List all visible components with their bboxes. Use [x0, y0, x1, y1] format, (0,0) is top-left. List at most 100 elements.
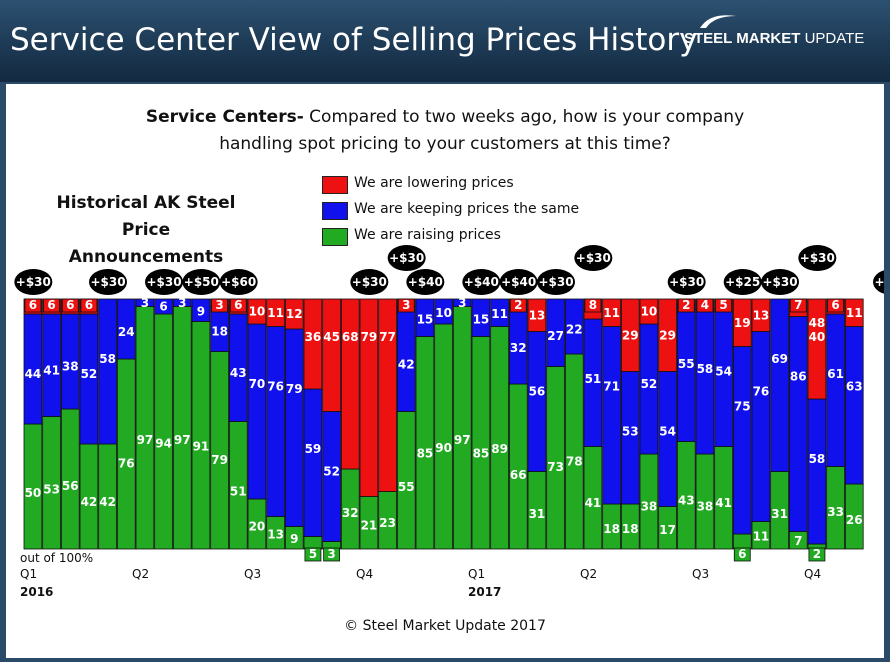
- value-label-green-15: 5: [309, 547, 317, 561]
- bar-blue-31: [602, 326, 621, 505]
- question-line2: handling spot pricing to your customers …: [219, 134, 671, 154]
- legend-label-same: We are keeping prices the same: [354, 201, 580, 217]
- value-label-green-28: 73: [547, 460, 564, 474]
- bar-blue-23: [452, 298, 472, 307]
- value-label-blue-9: 9: [197, 304, 205, 318]
- bar-blue-12: [247, 323, 267, 500]
- copyright: © Steel Market Update 2017: [344, 618, 546, 634]
- announcement-bubble-9: [499, 269, 538, 295]
- value-label-red-19: 77: [379, 330, 396, 344]
- value-label-green-31: 18: [603, 522, 620, 536]
- value-label-green-43: 33: [827, 505, 844, 519]
- bar-red-42: [807, 298, 827, 400]
- legend-item-same: We are keeping prices the same: [322, 200, 622, 226]
- value-label-red-3: 6: [85, 298, 93, 312]
- quarter-tick-2: Q3: [244, 567, 261, 581]
- bar-blue-14: [284, 328, 304, 527]
- bar-green-8: [172, 306, 192, 550]
- value-label-green-25: 89: [491, 442, 508, 456]
- bar-red-34: [658, 298, 677, 372]
- value-label-red-34: 29: [659, 328, 676, 342]
- value-label-blue-43: 61: [827, 367, 844, 381]
- value-label-blue-28: 27: [547, 329, 564, 343]
- value-label-green-27: 31: [529, 507, 546, 521]
- bar-red-15: [303, 298, 323, 390]
- quarter-tick-3: Q4: [356, 567, 373, 581]
- value-label-blue-29: 22: [566, 322, 583, 336]
- value-label-blue-11: 43: [230, 366, 247, 380]
- value-label-blue-22: 10: [435, 306, 452, 320]
- header-bar: Service Center View of Selling Prices Hi…: [0, 0, 890, 82]
- announcement-label-5: +$30: [352, 275, 387, 289]
- bar-green-24: [471, 336, 491, 550]
- value-label-blue-42: 58: [809, 452, 826, 466]
- smu-logo: STEEL MARKET UPDATE: [684, 15, 884, 58]
- value-label-blue-39: 76: [753, 385, 770, 399]
- value-label-blue-21: 15: [417, 313, 434, 327]
- bar-blue-22: [434, 298, 453, 325]
- bar-green-6: [135, 306, 155, 550]
- announcement-bubble-7: [406, 269, 445, 295]
- value-label-red-14: 12: [286, 307, 303, 321]
- value-label-red-30: 8: [589, 298, 597, 312]
- legend-swatch-red: [322, 176, 348, 194]
- bar-blue-24: [471, 298, 491, 337]
- value-label-green-41: 7: [794, 534, 802, 548]
- value-label-green-21: 85: [417, 446, 434, 460]
- bar-red-18: [359, 298, 379, 497]
- announcement-label-11: +$30: [576, 251, 611, 265]
- label-box-red-26: [509, 298, 527, 313]
- chart-panel: Service Centers- Compared to two weeks a…: [6, 84, 884, 658]
- label-box-red-35: [677, 298, 695, 313]
- value-label-blue-1: 41: [43, 363, 60, 377]
- bar-blue-6: [135, 298, 155, 307]
- value-label-green-30: 41: [585, 496, 602, 510]
- value-label-green-10: 79: [211, 453, 228, 467]
- bar-blue-29: [564, 298, 584, 355]
- announcement-bubble-6: [387, 245, 426, 271]
- value-label-blue-5: 24: [118, 325, 135, 339]
- bar-blue-25: [490, 298, 509, 327]
- question-line1: Compared to two weeks ago, how is your c…: [303, 107, 745, 127]
- announcement-bubble-10: [537, 269, 575, 295]
- bar-red-44: [844, 298, 864, 327]
- value-label-green-3: 42: [81, 495, 98, 509]
- label-box-red-37: [715, 298, 732, 313]
- bar-red-12: [247, 298, 267, 325]
- value-label-blue-20: 42: [398, 357, 415, 371]
- quarter-tick-1: Q2: [132, 567, 149, 581]
- label-box-green-38: [733, 547, 751, 562]
- value-label-red-42: 40: [809, 330, 826, 344]
- label-box-red-2: [61, 298, 79, 313]
- announcement-label-3: +$50: [184, 275, 219, 289]
- question-lead: Service Centers-: [145, 107, 304, 127]
- announcement-label-14: +$30: [762, 275, 797, 289]
- value-label-red-0: 6: [29, 298, 37, 312]
- announcement-bubble-13: [723, 269, 762, 295]
- bar-blue-40: [770, 298, 789, 472]
- value-label-blue-32: 53: [622, 425, 639, 439]
- announcement-bubble-16: [873, 270, 884, 294]
- announcement-label-6: +$30: [389, 251, 424, 265]
- historical-ak-steel-label: Historical AK Steel Price Announcements: [46, 190, 246, 271]
- bar-green-5: [116, 358, 136, 550]
- announcement-label-15: +$30: [800, 251, 835, 265]
- bar-blue-41: [788, 316, 808, 532]
- quarter-tick-5: Q2: [580, 567, 597, 581]
- label-box-red-30: [584, 298, 602, 313]
- value-label-blue-15: 59: [305, 442, 322, 456]
- bar-blue-36: [695, 308, 715, 455]
- value-label-red-20: 3: [402, 298, 410, 312]
- value-label-blue-3: 52: [81, 367, 98, 381]
- bar-red-32: [620, 298, 640, 372]
- value-label-red-16: 45: [323, 330, 340, 344]
- announcement-label-9: +$40: [501, 275, 536, 289]
- bar-blue-5: [116, 298, 136, 360]
- bar-green-9: [191, 321, 211, 550]
- label-box-red-20: [397, 298, 415, 313]
- bar-blue-44: [844, 326, 864, 485]
- value-label-red-37: 5: [719, 298, 727, 312]
- value-label-blue-23: 3: [458, 296, 466, 310]
- bar-blue-34: [658, 371, 677, 507]
